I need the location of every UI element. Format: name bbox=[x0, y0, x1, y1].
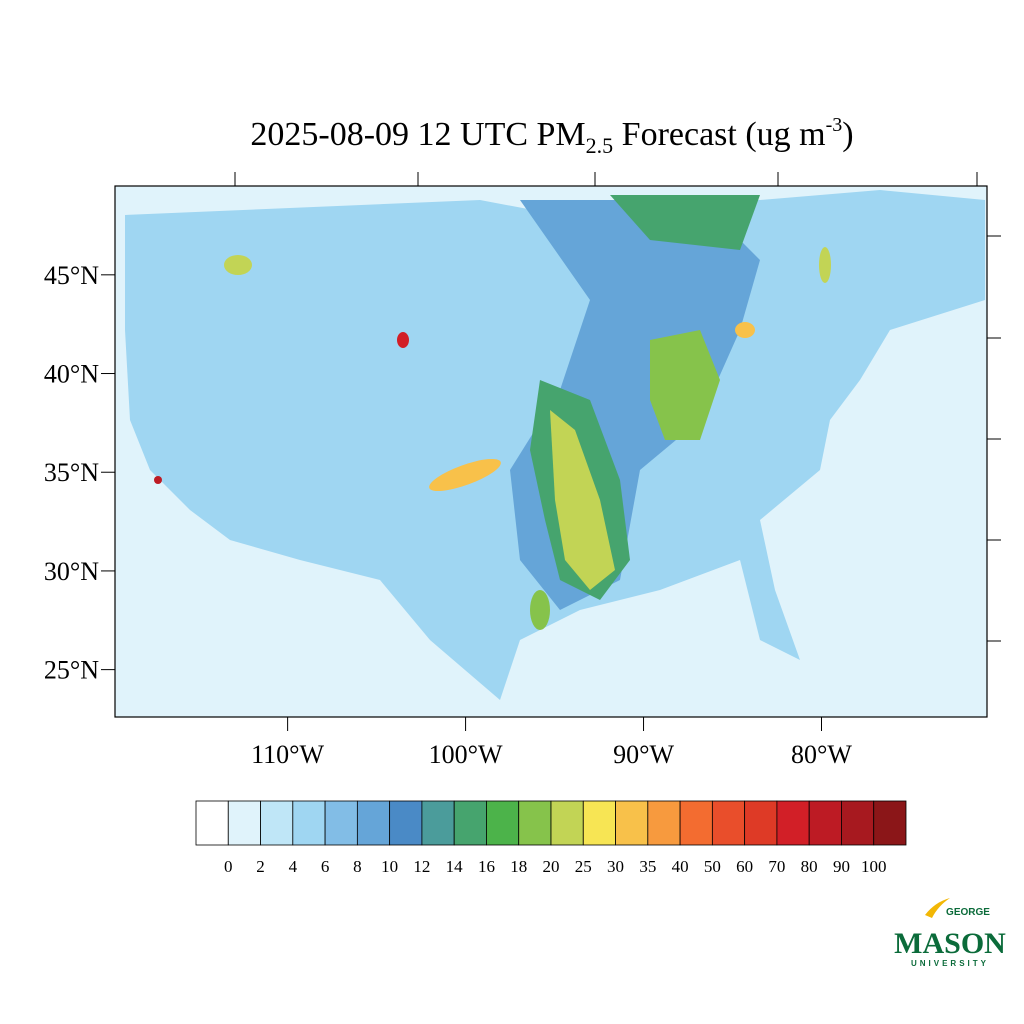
lat-label: 30°N bbox=[44, 557, 99, 586]
colorbar-box bbox=[453, 800, 487, 846]
logo-top: GEORGE bbox=[946, 907, 990, 918]
colorbar-box bbox=[841, 800, 875, 846]
colorbar-box bbox=[615, 800, 649, 846]
colorbar-label: 90 bbox=[833, 857, 850, 876]
frame-ticks bbox=[234, 172, 1001, 642]
logo-swoosh bbox=[925, 898, 950, 918]
colorbar-label: 30 bbox=[607, 857, 624, 876]
colorbar-box bbox=[550, 800, 584, 846]
colorbar-label: 20 bbox=[543, 857, 560, 876]
colorbar-box bbox=[486, 800, 520, 846]
colorbar-label: 8 bbox=[353, 857, 362, 876]
lon-label: 110°W bbox=[251, 740, 324, 769]
region bbox=[650, 330, 720, 440]
colorbar-box bbox=[711, 800, 746, 846]
hotspot bbox=[429, 458, 501, 492]
colorbar-box bbox=[776, 800, 810, 846]
hotspot bbox=[819, 247, 831, 283]
colorbar-label: 70 bbox=[768, 857, 785, 876]
lat-label: 40°N bbox=[44, 360, 99, 389]
hotspot bbox=[735, 322, 755, 338]
colorbar-label: 60 bbox=[736, 857, 753, 876]
colorbar-label: 35 bbox=[639, 857, 656, 876]
colorbar-box bbox=[260, 800, 294, 846]
lon-label: 90°W bbox=[613, 740, 674, 769]
colorbar-box bbox=[808, 800, 842, 846]
region bbox=[610, 195, 760, 250]
lat-label: 35°N bbox=[44, 458, 99, 487]
colorbar-box bbox=[421, 800, 455, 846]
hotspot bbox=[224, 255, 252, 275]
colorbar-box bbox=[356, 800, 391, 846]
colorbar-label: 4 bbox=[289, 857, 298, 876]
lat-label: 25°N bbox=[44, 656, 99, 685]
title: 2025-08-09 12 UTC PM2.5 Forecast (ug m-3… bbox=[250, 114, 853, 158]
lon-label: 80°W bbox=[791, 740, 852, 769]
hotspot bbox=[154, 476, 162, 484]
colorbar-label: 16 bbox=[478, 857, 495, 876]
logo-bottom: UNIVERSITY bbox=[911, 959, 989, 968]
colorbar-label: 40 bbox=[672, 857, 689, 876]
lat-label: 45°N bbox=[44, 261, 99, 290]
map-frame bbox=[114, 185, 988, 718]
colorbar-label: 14 bbox=[446, 857, 464, 876]
lon-label: 100°W bbox=[429, 740, 503, 769]
colorbar-box bbox=[227, 800, 261, 846]
colorbar-label: 100 bbox=[861, 857, 887, 876]
colorbar-box bbox=[679, 800, 713, 846]
colorbar-label: 10 bbox=[381, 857, 398, 876]
hotspot bbox=[530, 590, 550, 630]
logo: GEORGE MASON UNIVERSITY bbox=[894, 898, 1006, 968]
map bbox=[114, 172, 1001, 718]
region bbox=[550, 410, 615, 590]
colorbar-box bbox=[744, 800, 778, 846]
colorbar-label: 18 bbox=[510, 857, 527, 876]
logo-main: MASON bbox=[894, 927, 1006, 960]
colorbar-label: 25 bbox=[575, 857, 592, 876]
colorbar-label: 12 bbox=[413, 857, 430, 876]
hotspot bbox=[397, 332, 409, 348]
colorbar-label: 6 bbox=[321, 857, 330, 876]
colorbar-label: 80 bbox=[801, 857, 818, 876]
colorbar-box bbox=[324, 800, 358, 846]
colorbar-box bbox=[195, 800, 229, 846]
colorbar-box bbox=[518, 800, 552, 846]
colorbar-label: 50 bbox=[704, 857, 721, 876]
colorbar-box bbox=[873, 800, 907, 846]
colorbar-box bbox=[582, 800, 616, 846]
colorbar-label: 2 bbox=[256, 857, 265, 876]
colorbar-box bbox=[647, 800, 681, 846]
colorbar-label: 0 bbox=[224, 857, 233, 876]
colorbar-box bbox=[389, 800, 423, 846]
colorbar-box bbox=[292, 800, 326, 846]
